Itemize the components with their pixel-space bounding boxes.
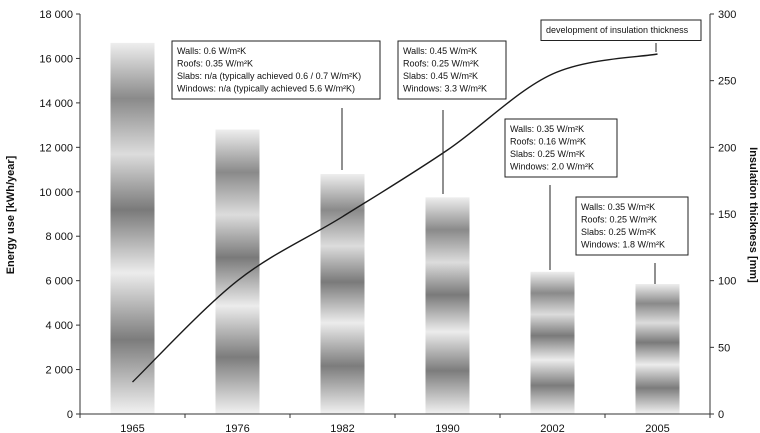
annotation-text-1990: Walls: 0.45 W/m²K [403, 46, 477, 56]
annotation-text-2002: Roofs: 0.16 W/m²K [510, 137, 586, 147]
annotation-text-line: development of insulation thickness [546, 25, 689, 35]
bars-layer [110, 42, 680, 415]
y2-tick-label: 150 [718, 209, 736, 221]
annotation-text-1982: Roofs: 0.35 W/m²K [177, 59, 253, 69]
annotation-text-1990: Roofs: 0.25 W/m²K [403, 59, 479, 69]
annotation-text-1982: Slabs: n/a (typically achieved 0.6 / 0.7… [177, 71, 361, 81]
bar-1982 [320, 174, 365, 414]
x-tick-label: 2005 [645, 423, 669, 433]
y2-tick-label: 50 [718, 342, 730, 354]
line-layer [132, 53, 658, 383]
y2-tick-label: 0 [718, 409, 724, 421]
x-tick-label: 2002 [540, 423, 564, 433]
x-tick-label: 1990 [435, 423, 459, 433]
annotation-box-2005 [575, 196, 689, 256]
y2-tick-label: 100 [718, 276, 736, 288]
annotation-box-2002 [504, 118, 618, 178]
y-tick-label: 18 000 [39, 9, 73, 21]
x-tick-label: 1976 [225, 423, 249, 433]
annotation-text-2005: Walls: 0.35 W/m²K [581, 202, 655, 212]
y-tick-label: 8 000 [45, 231, 73, 243]
annotation-text-2005: Slabs: 0.25 W/m²K [581, 227, 656, 237]
annotation-text-2002: Windows: 2.0 W/m²K [510, 162, 594, 172]
annotation-text-1982: Walls: 0.6 W/m²K [177, 46, 246, 56]
y-tick-label: 14 000 [39, 98, 73, 110]
x-tick-label: 1965 [120, 423, 144, 433]
annotation-box-1990 [397, 40, 507, 100]
y-tick-label: 16 000 [39, 53, 73, 65]
y-tick-label: 2 000 [45, 365, 73, 377]
annotation-text-2002: Slabs: 0.25 W/m²K [510, 149, 585, 159]
annotation-text-1990: Windows: 3.3 W/m²K [403, 84, 487, 94]
y-tick-label: 0 [67, 409, 73, 421]
bar-1976 [215, 129, 260, 415]
annotation-box-line [540, 19, 702, 41]
annotation-text-1982: Windows: n/a (typically achieved 5.6 W/m… [177, 84, 355, 94]
insulation-thickness-line [132, 53, 658, 383]
y2-tick-label: 250 [718, 76, 736, 88]
y2-tick-label: 300 [718, 9, 736, 21]
y2-tick-label: 200 [718, 142, 736, 154]
y-tick-label: 6 000 [45, 276, 73, 288]
x-tick-label: 1982 [330, 423, 354, 433]
annotation-text-1990: Slabs: 0.45 W/m²K [403, 71, 478, 81]
y-tick-label: 12 000 [39, 142, 73, 154]
y-axis-title: Energy use [kWh/year] [5, 155, 17, 274]
annotation-text-2005: Windows: 1.8 W/m²K [581, 240, 665, 250]
axes-layer: 0 2 000 4 000 6 000 8 000 10 000 12 000 14 000 1… [39, 9, 736, 433]
annotation-text-2005: Roofs: 0.25 W/m²K [581, 215, 657, 225]
annotation-box-1982 [171, 40, 381, 100]
bar-2005 [635, 284, 680, 414]
annotation-text-2002: Walls: 0.35 W/m²K [510, 124, 584, 134]
bar-1965 [110, 42, 155, 415]
y2-axis-title: Insulation thickness [mm] [747, 147, 759, 283]
bar-2002 [530, 271, 575, 414]
y-tick-label: 10 000 [39, 187, 73, 199]
y-tick-label: 4 000 [45, 320, 73, 332]
notes-layer: Walls: 0.6 W/m²K Roofs: 0.35 W/m²K Slabs: … [171, 19, 702, 284]
bar-1990 [425, 197, 470, 414]
